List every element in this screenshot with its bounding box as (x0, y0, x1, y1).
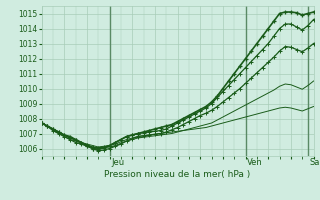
Text: Ven: Ven (247, 158, 263, 167)
Text: Sam: Sam (310, 158, 320, 167)
X-axis label: Pression niveau de la mer( hPa ): Pression niveau de la mer( hPa ) (104, 170, 251, 179)
Text: Jeu: Jeu (111, 158, 124, 167)
